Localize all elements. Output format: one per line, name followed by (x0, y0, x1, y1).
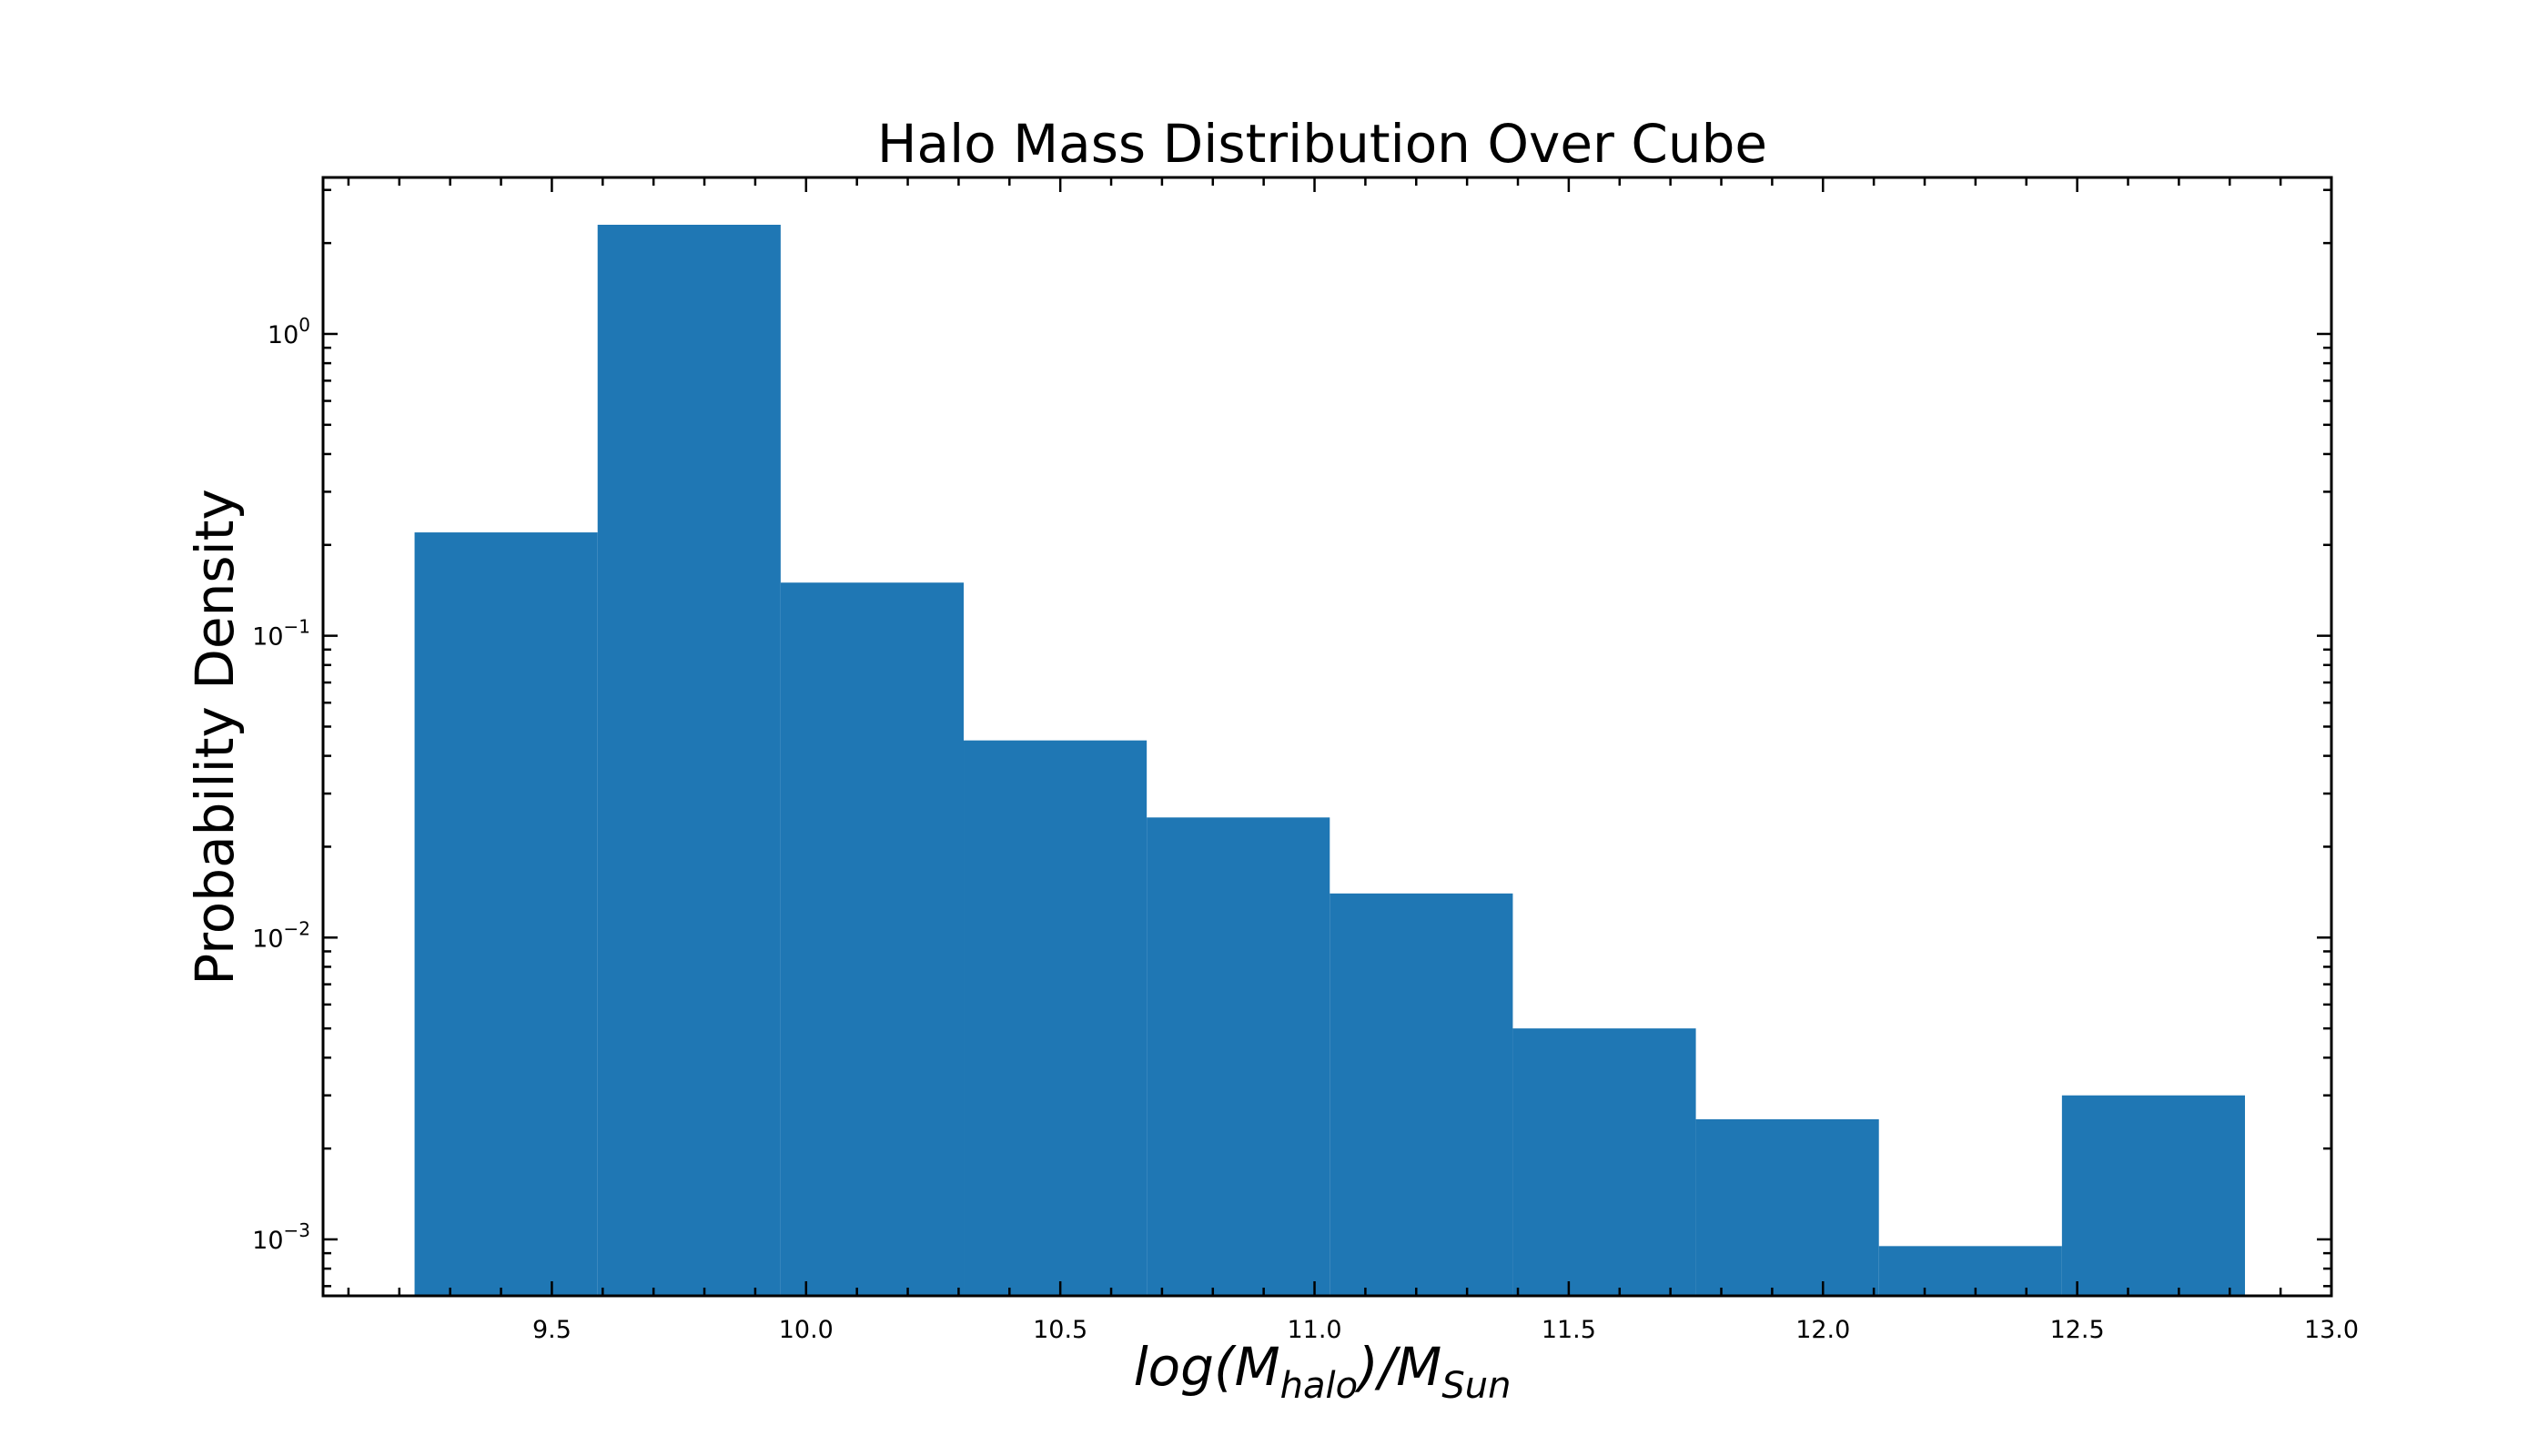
plot-frame (321, 176, 2333, 1298)
x-axis-label-part-1: log(M (1134, 1336, 1280, 1398)
x-tick-label: 11.5 (1542, 1316, 1596, 1344)
x-tick-label: 10.0 (779, 1316, 834, 1344)
y-tick-label: 10−1 (252, 616, 310, 652)
x-axis-label-subscript-2: Sun (1441, 1365, 1511, 1407)
x-tick-label: 13.0 (2304, 1316, 2359, 1344)
histogram-bar-2 (597, 225, 781, 1296)
histogram-bar-7 (1512, 1028, 1696, 1296)
histogram-bar-6 (1330, 893, 1513, 1296)
y-tick-label: 10−3 (252, 1219, 310, 1255)
histogram-bar-10 (2061, 1095, 2246, 1296)
x-axis-label: log(Mhalo)/MSun (1134, 1336, 1512, 1407)
x-tick-label: 11.0 (1287, 1316, 1341, 1344)
bars-layer (414, 225, 2246, 1296)
histogram-bar-9 (1878, 1246, 2062, 1296)
x-tick-label: 10.5 (1033, 1316, 1087, 1344)
y-tick-label: 10−2 (252, 917, 310, 953)
x-tick-label: 12.0 (1795, 1316, 1850, 1344)
x-tick-label: 12.5 (2050, 1316, 2105, 1344)
y-tick-label: 100 (268, 314, 310, 349)
chart-title: Halo Mass Distribution Over Cube (877, 113, 1767, 175)
x-axis-label-part-2: )/M (1354, 1336, 1441, 1398)
histogram-bar-3 (780, 582, 964, 1296)
ticks-layer: 9.5 10.0 10.5 11.0 11.5 12.0 12.5 13.0 100 10−1 10… (252, 177, 2359, 1344)
x-axis-label-subscript-1: halo (1280, 1365, 1358, 1407)
x-tick-label: 9.5 (532, 1316, 571, 1344)
histogram-bar-8 (1695, 1118, 1879, 1296)
histogram-bar-5 (1147, 817, 1330, 1296)
y-axis-label: Probability Density (184, 489, 246, 986)
histogram-bar-1 (414, 532, 598, 1296)
histogram-bar-4 (964, 740, 1148, 1296)
